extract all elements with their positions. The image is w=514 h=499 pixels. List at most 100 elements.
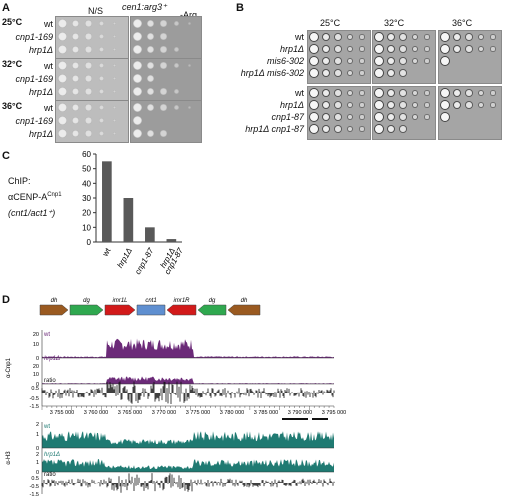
strain-label: hrp1Δ: [279, 100, 304, 110]
colony-spot: [112, 118, 117, 123]
colony-spot: [491, 35, 495, 39]
coordinate-label: 3 760 000: [84, 410, 108, 416]
strain-label: wt: [295, 32, 304, 42]
ylabel-normalization: (cnt1/act1⁺): [8, 208, 56, 218]
colony-spot: [310, 101, 318, 109]
colony-spot: [400, 90, 406, 96]
region-bar: [282, 418, 308, 420]
colony-spot: [360, 103, 364, 107]
colony-spot: [71, 45, 80, 54]
track-label-hrp1: hrp1Δ: [44, 356, 60, 362]
colony-spot: [441, 89, 449, 97]
coordinate-label: 3 795 000: [322, 410, 346, 416]
colony-spot: [58, 19, 67, 28]
strain-label: hrp1Δ mis6-302: [240, 68, 304, 78]
colony-spot: [98, 88, 105, 95]
colony-spot: [98, 117, 105, 124]
coordinate-label: 3 770 000: [152, 410, 176, 416]
temp-36-header: 36°C: [452, 18, 473, 28]
strain-label: hrp1Δ cnp1-87: [245, 124, 304, 134]
colony-spot: [478, 102, 484, 108]
genome-element: [69, 304, 104, 316]
colony-spot: [375, 89, 383, 97]
colony-spot: [335, 70, 341, 76]
colony-spot: [425, 91, 429, 95]
colony-spot: [133, 45, 142, 54]
colony-spot: [322, 33, 330, 41]
colony-spot: [187, 63, 192, 68]
strain-label: hrp1Δ: [28, 129, 53, 139]
plate-nonselective: [55, 58, 129, 101]
cnp1-hrp1-track: [42, 376, 334, 384]
colony-spot: [98, 130, 105, 137]
colony-spot: [400, 126, 406, 132]
bar: [123, 198, 134, 242]
colony-spot: [335, 34, 341, 40]
colony-spot: [174, 21, 179, 26]
colony-spot: [98, 75, 105, 82]
strain-label: hrp1Δ: [28, 87, 53, 97]
y-tick-label: 50: [82, 165, 91, 174]
colony-spot: [466, 90, 472, 96]
colony-spot: [441, 45, 449, 53]
colony-spot: [146, 19, 155, 28]
strain-label: hrp1Δ: [279, 44, 304, 54]
axis-tick-label: 2: [36, 452, 39, 458]
colony-spot: [453, 45, 461, 53]
genome-element-label: dh: [51, 298, 58, 304]
axis-tick-label: 0: [36, 356, 39, 362]
colony-spot: [347, 90, 353, 96]
strain-label: wt: [44, 61, 53, 71]
colony-spot: [322, 45, 330, 53]
ylabel-chip: ChIP:: [8, 176, 31, 186]
colony-spot: [387, 57, 395, 65]
colony-spot: [453, 89, 461, 97]
colony-spot: [425, 115, 429, 119]
colony-spot: [466, 34, 472, 40]
panel-d-chip-tracks: dh dg imr1L cnt1 imr1R dg dh wt hrp1Δ ratio wt hrp1…: [6, 298, 346, 498]
axis-tick-label: -1.5: [30, 492, 39, 498]
colony-spot: [387, 113, 395, 121]
axis-tick-label: 0.5: [31, 476, 39, 482]
track-label-wt: wt: [43, 332, 50, 338]
colony-spot: [71, 103, 80, 112]
coordinate-label: 3 765 000: [118, 410, 142, 416]
colony-spot: [375, 45, 383, 53]
strain-label: wt: [295, 88, 304, 98]
colony-spot: [174, 47, 179, 52]
colony-spot: [98, 33, 105, 40]
colony-spot: [453, 101, 461, 109]
axis-tick-label: 10: [33, 372, 39, 378]
colony-spot: [133, 19, 142, 28]
colony-spot: [491, 47, 495, 51]
colony-spot: [146, 103, 155, 112]
colony-spot: [85, 33, 92, 40]
colony-spot: [347, 58, 353, 64]
strain-label: mis6-302: [266, 56, 304, 66]
panel-a-temp-label: 36°C: [2, 101, 23, 111]
colony-spot: [310, 113, 318, 121]
strain-label: wt: [44, 103, 53, 113]
colony-spot: [322, 89, 330, 97]
colony-spot: [412, 90, 418, 96]
strain-label: cnp1-169: [15, 74, 53, 84]
track-label-wt: wt: [43, 424, 50, 430]
panel-d-label: D: [2, 294, 10, 306]
axis-tick-label: 0: [36, 382, 39, 388]
axis-tick-label: 1: [36, 460, 39, 466]
y-tick-label: 10: [82, 223, 91, 232]
category-label: hrp1Δ: [115, 247, 133, 270]
colony-spot: [98, 62, 105, 69]
colony-spot: [441, 57, 449, 65]
panel-a-temp-label: 25°C: [2, 17, 23, 27]
axis-tick-label: 20: [33, 332, 39, 338]
colony-spot: [71, 61, 80, 70]
bar: [145, 227, 155, 242]
colony-spot: [360, 71, 364, 75]
colony-spot: [375, 101, 383, 109]
cnp1-axis-title: α-Cnp1: [6, 357, 12, 377]
colony-spot: [85, 62, 92, 69]
colony-spot: [387, 45, 395, 53]
track-label-ratio: ratio: [44, 472, 56, 478]
strain-label: cnp1-169: [15, 116, 53, 126]
